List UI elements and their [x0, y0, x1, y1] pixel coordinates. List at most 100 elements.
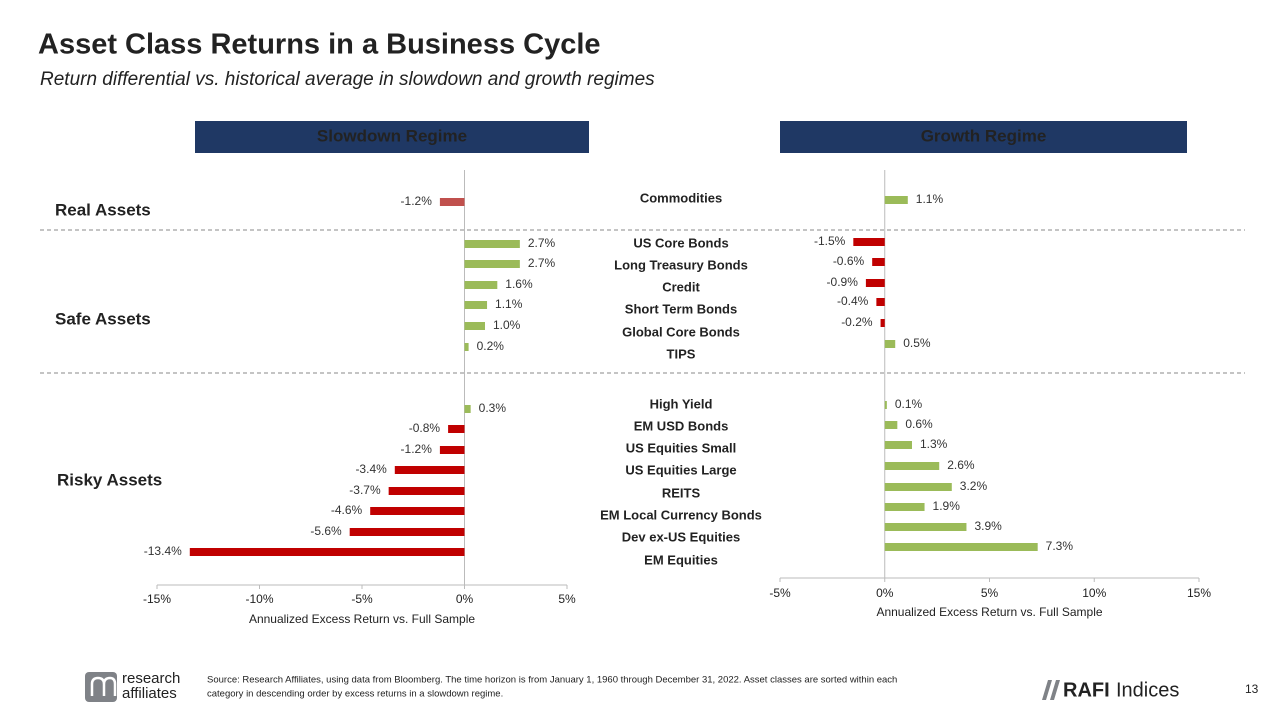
bar: [439, 446, 465, 454]
x-tick-label: -15%: [143, 592, 171, 606]
value-label: 2.6%: [947, 458, 975, 472]
category-label: EM Local Currency Bonds: [600, 507, 762, 522]
bar: [872, 258, 885, 266]
logo-text: research: [122, 670, 180, 687]
subtitle: Return differential vs. historical avera…: [40, 69, 655, 90]
value-label: 0.3%: [479, 401, 507, 415]
value-label: -4.6%: [331, 503, 363, 517]
bar: [464, 322, 485, 330]
category-label: Short Term Bonds: [625, 301, 737, 316]
value-label: -13.4%: [144, 544, 182, 558]
value-label: 3.9%: [974, 519, 1002, 533]
value-label: 0.1%: [895, 397, 923, 411]
bar: [884, 503, 925, 511]
category-label: Credit: [662, 279, 700, 294]
x-tick-label: -5%: [351, 592, 373, 606]
regime-header: [195, 121, 589, 153]
bar: [349, 528, 465, 536]
x-tick-label: 15%: [1187, 586, 1211, 600]
logo-text: Indices: [1116, 679, 1179, 701]
bar: [464, 405, 471, 413]
category-label: High Yield: [650, 396, 713, 411]
regime-header: [780, 121, 1187, 153]
bar: [884, 401, 887, 409]
bar: [884, 421, 898, 429]
value-label: 1.1%: [495, 297, 523, 311]
value-label: -1.2%: [401, 442, 433, 456]
category-label: EM Equities: [644, 552, 718, 567]
category-label: US Equities Small: [626, 440, 737, 455]
logo-left: research affiliates: [85, 670, 180, 702]
value-label: -1.5%: [814, 234, 846, 248]
category-label: TIPS: [667, 346, 696, 361]
x-tick-label: 10%: [1082, 586, 1106, 600]
source: Source: Research Affiliates, using data …: [207, 675, 897, 686]
category-label: US Core Bonds: [633, 235, 728, 250]
x-tick-label: 0%: [876, 586, 894, 600]
x-axis-title: Annualized Excess Return vs. Full Sample: [876, 605, 1102, 619]
value-label: 1.9%: [933, 499, 961, 513]
value-label: 1.6%: [505, 277, 533, 291]
logo-text: RAFI: [1063, 679, 1110, 701]
bar: [880, 319, 885, 327]
regime-title: Growth Regime: [921, 126, 1047, 145]
bar: [853, 238, 885, 246]
x-tick-label: -10%: [245, 592, 273, 606]
x-tick-label: 5%: [558, 592, 576, 606]
value-label: -0.6%: [833, 254, 865, 268]
value-label: 1.0%: [493, 318, 521, 332]
category-label: Global Core Bonds: [622, 324, 740, 339]
logo-glyph: [1042, 680, 1060, 700]
value-label: -5.6%: [310, 524, 342, 538]
x-tick-label: 5%: [981, 586, 999, 600]
value-label: 3.2%: [960, 479, 988, 493]
value-label: -0.2%: [841, 315, 873, 329]
bar: [464, 260, 520, 268]
bar: [388, 487, 465, 495]
bar: [876, 298, 885, 306]
value-label: 1.1%: [916, 192, 944, 206]
bar: [464, 240, 520, 248]
value-label: 0.2%: [477, 339, 505, 353]
category-label: Long Treasury Bonds: [614, 257, 748, 272]
bar: [884, 543, 1038, 551]
value-label: 1.3%: [920, 437, 948, 451]
logo-glyph: [90, 676, 117, 696]
bar: [189, 548, 465, 556]
logo-right: RAFI Indices: [1042, 679, 1179, 701]
logo-mark: [85, 672, 117, 702]
category-label: EM USD Bonds: [634, 418, 729, 433]
bar: [884, 462, 940, 470]
group-label: Risky Assets: [57, 470, 162, 489]
bar: [464, 301, 488, 309]
x-tick-label: -5%: [769, 586, 791, 600]
bar: [370, 507, 465, 515]
value-label: 0.5%: [903, 336, 931, 350]
bar: [464, 343, 469, 351]
x-axis-title: Annualized Excess Return vs. Full Sample: [249, 612, 475, 626]
value-label: -1.2%: [401, 194, 433, 208]
value-label: -0.9%: [827, 275, 859, 289]
x-tick-label: 0%: [456, 592, 474, 606]
bar: [884, 196, 908, 204]
category-label: Dev ex-US Equities: [622, 529, 741, 544]
title: Asset Class Returns in a Business Cycle: [38, 29, 601, 61]
category-label: US Equities Large: [625, 462, 736, 477]
value-label: 2.7%: [528, 256, 556, 270]
group-label: Real Assets: [55, 200, 151, 219]
bar: [884, 483, 952, 491]
group-label: Safe Assets: [55, 309, 151, 328]
page-number: 13: [1245, 682, 1259, 696]
source: category in descending order by excess r…: [207, 689, 503, 700]
value-label: -3.4%: [355, 462, 387, 476]
category-label: REITS: [662, 485, 701, 500]
value-label: 2.7%: [528, 236, 556, 250]
bar: [865, 279, 885, 287]
logo-text: affiliates: [122, 685, 177, 702]
value-label: -3.7%: [349, 483, 381, 497]
value-label: -0.8%: [409, 421, 441, 435]
bar: [394, 466, 465, 474]
category-label: Commodities: [640, 190, 722, 205]
